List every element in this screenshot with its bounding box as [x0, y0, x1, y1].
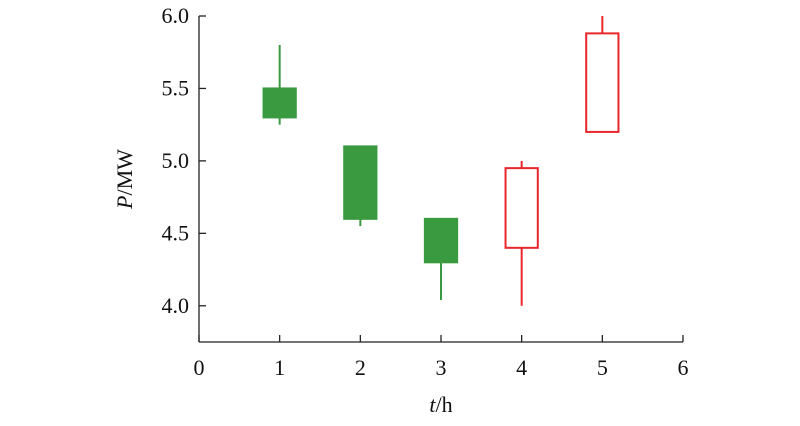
y-tick-label: 6.0: [162, 3, 190, 28]
x-tick-label: 0: [194, 355, 205, 380]
candle: [262, 44, 297, 125]
x-tick-label: 4: [516, 355, 527, 380]
candle-body: [262, 87, 297, 119]
candle: [585, 16, 620, 133]
candles: [262, 16, 620, 306]
y-tick-label: 5.5: [162, 75, 190, 100]
x-tick-label: 6: [678, 355, 689, 380]
candle: [343, 145, 378, 227]
candle: [423, 217, 459, 300]
y-ticks: 4.0 4.5 5.0 5.5 6.0: [162, 3, 206, 318]
candle-body: [585, 32, 620, 133]
candle-body: [343, 145, 378, 220]
y-tick-label: 5.0: [162, 148, 190, 173]
y-axis-variable: P: [112, 196, 137, 210]
y-axis-title: P/MW: [112, 149, 137, 210]
x-tick-label: 1: [274, 355, 285, 380]
x-tick-label: 2: [355, 355, 366, 380]
x-tick-label: 5: [597, 355, 608, 380]
candle: [504, 160, 539, 306]
x-tick-label: 3: [436, 355, 447, 380]
candle-body: [504, 167, 539, 249]
x-ticks: 0 1 2 3 4 5 6: [194, 335, 689, 380]
y-tick-label: 4.5: [162, 220, 190, 245]
y-tick-label: 4.0: [162, 293, 190, 318]
x-axis-unit: /h: [436, 392, 453, 417]
x-axis-title: t/h: [429, 392, 452, 417]
y-axis-unit: /MW: [112, 149, 137, 196]
x-axis-variable: t: [429, 392, 436, 417]
candle-body: [423, 217, 459, 264]
